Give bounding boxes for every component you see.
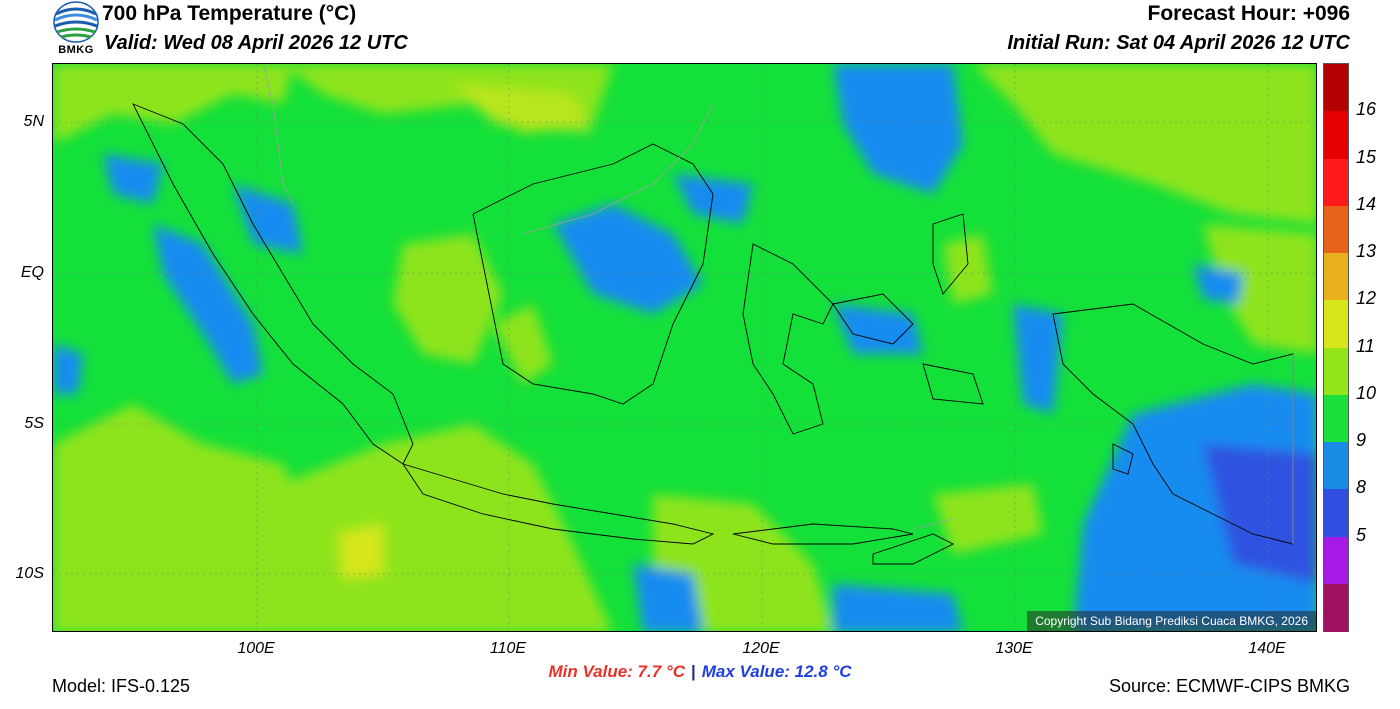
- colorbar-label: 14: [1356, 193, 1377, 214]
- lat-label-10s: 10S: [15, 565, 44, 582]
- gridlines: [53, 64, 1316, 631]
- lon-label-110e: 110E: [489, 640, 527, 657]
- temperature-field: [53, 64, 1316, 631]
- political-borders: [262, 64, 1294, 544]
- colorbar-segment: [1324, 583, 1348, 632]
- colorbar-segment: [1324, 158, 1348, 207]
- copyright-notice: Copyright Sub Bidang Prediksi Cuaca BMKG…: [1027, 611, 1316, 631]
- lon-label-140e: 140E: [1248, 640, 1286, 657]
- min-value: Min Value: 7.7 °C: [548, 662, 685, 681]
- colorbar-segment: [1324, 536, 1348, 585]
- min-max-separator: |: [690, 662, 696, 681]
- initial-run: Initial Run: Sat 04 April 2026 12 UTC: [1007, 32, 1350, 54]
- lon-label-120e: 120E: [742, 640, 780, 657]
- colorbar: [1323, 63, 1349, 632]
- colorbar-label: 9: [1356, 430, 1367, 450]
- colorbar-label: 12: [1356, 288, 1377, 309]
- lat-label-5n: 5N: [23, 113, 44, 130]
- bmkg-logo: BMKG: [52, 0, 100, 60]
- map-title: 700 hPa Temperature (°C): [102, 2, 357, 25]
- colorbar-segment: [1324, 347, 1348, 396]
- colorbar-label: 10: [1356, 382, 1377, 403]
- source-label: Source: ECMWF-CIPS BMKG: [1108, 676, 1350, 696]
- colorbar-label: 11: [1356, 335, 1375, 356]
- colorbar-segment: [1324, 300, 1348, 348]
- logo-text: BMKG: [58, 44, 94, 56]
- colorbar-segment: [1324, 64, 1348, 112]
- lon-label-130e: 130E: [995, 640, 1033, 657]
- forecast-hour: Forecast Hour: +096: [1147, 2, 1351, 25]
- colorbar-segment: [1324, 442, 1348, 490]
- lat-label-5s: 5S: [24, 415, 44, 432]
- colorbar-label: 13: [1356, 241, 1377, 261]
- valid-time: Valid: Wed 08 April 2026 12 UTC: [104, 32, 408, 54]
- max-value: Max Value: 12.8 °C: [701, 662, 852, 681]
- colorbar-segment: [1324, 489, 1348, 537]
- lat-label-eq: EQ: [20, 264, 44, 281]
- temperature-map: Copyright Sub Bidang Prediksi Cuaca BMKG…: [52, 63, 1317, 632]
- colorbar-segment: [1324, 394, 1348, 443]
- colorbar-label: 16: [1356, 99, 1377, 120]
- colorbar-label: 15: [1356, 146, 1377, 167]
- lon-label-100e: 100E: [237, 640, 275, 657]
- min-max-values: Min Value: 7.7 °C | Max Value: 12.8 °C: [0, 662, 1400, 682]
- colorbar-segment: [1324, 253, 1348, 301]
- colorbar-label: 8: [1356, 477, 1367, 498]
- coastlines: [132, 103, 1294, 565]
- colorbar-label: 5: [1356, 524, 1367, 545]
- model-label: Model: IFS-0.125: [52, 676, 191, 696]
- colorbar-segment: [1324, 205, 1348, 254]
- colorbar-segment: [1324, 111, 1348, 159]
- bmkg-logo-icon: [53, 1, 99, 43]
